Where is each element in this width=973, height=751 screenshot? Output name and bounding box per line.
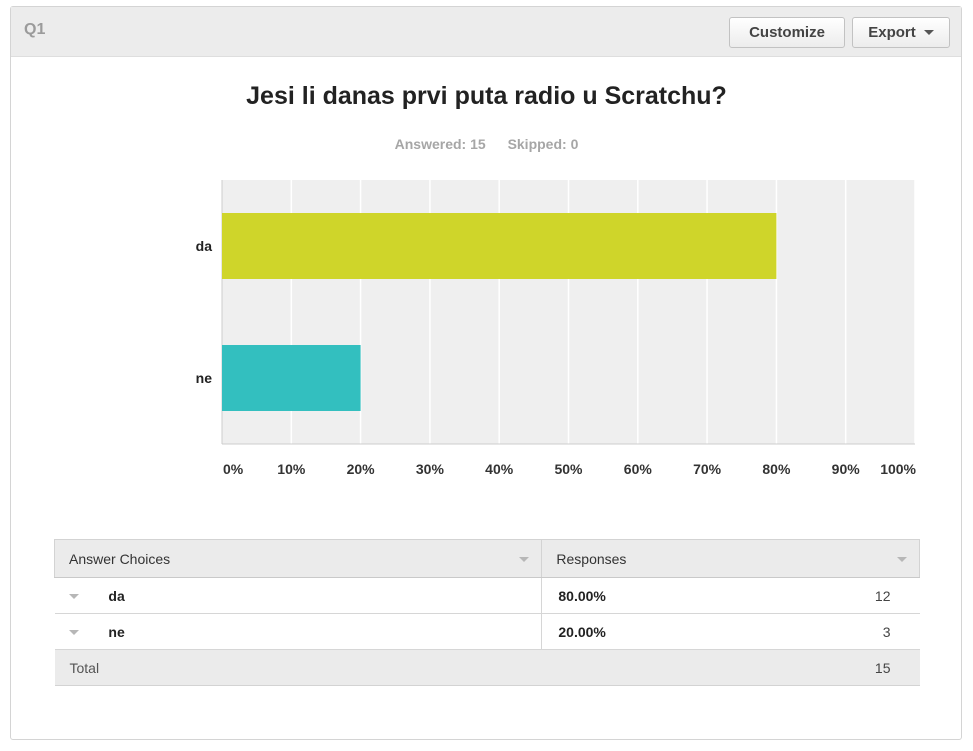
bar bbox=[222, 213, 777, 279]
response-cell: 20.00% 3 bbox=[541, 613, 920, 650]
customize-button[interactable]: Customize bbox=[729, 17, 845, 48]
x-tick-label: 100% bbox=[880, 461, 916, 477]
response-count: 12 bbox=[874, 587, 891, 604]
category-label: ne bbox=[196, 370, 213, 386]
x-tick-label: 0% bbox=[223, 461, 244, 477]
total-cell: Total 15 bbox=[54, 649, 920, 686]
expand-row-icon[interactable] bbox=[68, 630, 79, 636]
x-tick-label: 80% bbox=[762, 461, 791, 477]
sort-down-icon[interactable] bbox=[519, 557, 530, 562]
column-header-label: Responses bbox=[556, 550, 627, 567]
answer-choice-label: ne bbox=[108, 623, 125, 640]
bar bbox=[222, 345, 361, 411]
total-label: Total bbox=[69, 659, 100, 676]
table-row: da 80.00% 12 bbox=[54, 577, 920, 614]
x-tick-label: 70% bbox=[693, 461, 722, 477]
response-count: 3 bbox=[882, 623, 891, 640]
column-header-responses[interactable]: Responses bbox=[541, 539, 920, 578]
response-cell: 80.00% 12 bbox=[541, 577, 920, 614]
responses-table: Answer Choices Responses da 80.00% 12 bbox=[53, 539, 920, 686]
export-button[interactable]: Export bbox=[852, 17, 950, 48]
x-tick-label: 90% bbox=[832, 461, 861, 477]
x-tick-label: 20% bbox=[347, 461, 376, 477]
table-header-row: Answer Choices Responses bbox=[53, 539, 920, 578]
card-header: Q1 Customize Export bbox=[11, 7, 961, 57]
response-percent: 80.00% bbox=[558, 587, 606, 604]
x-tick-label: 50% bbox=[554, 461, 583, 477]
answered-count: Answered: 15 bbox=[394, 136, 486, 152]
chevron-down-icon bbox=[923, 30, 934, 35]
x-tick-label: 40% bbox=[485, 461, 514, 477]
question-number: Q1 bbox=[24, 21, 46, 38]
bar-chart: 0% 10% 20% 30% 40% 50% 60% 70% 80% 90% 100% da ne bbox=[196, 180, 917, 477]
answer-choice-cell: ne bbox=[54, 613, 543, 650]
export-label: Export bbox=[868, 24, 916, 41]
customize-label: Customize bbox=[749, 24, 825, 41]
sort-down-icon[interactable] bbox=[897, 557, 907, 562]
category-label: da bbox=[196, 238, 213, 254]
x-tick-label: 60% bbox=[624, 461, 653, 477]
total-row: Total 15 bbox=[54, 649, 920, 686]
skipped-count: Skipped: 0 bbox=[507, 136, 579, 152]
column-header-answer-choices[interactable]: Answer Choices bbox=[53, 539, 543, 578]
total-count: 15 bbox=[874, 659, 891, 676]
response-summary: Answered: 15 Skipped: 0 bbox=[0, 136, 973, 152]
response-percent: 20.00% bbox=[558, 623, 606, 640]
chart-title: Jesi li danas prvi puta radio u Scratchu… bbox=[246, 82, 727, 110]
x-tick-label: 30% bbox=[416, 461, 445, 477]
answer-choice-cell: da bbox=[54, 577, 543, 614]
column-header-label: Answer Choices bbox=[69, 550, 171, 567]
table-row: ne 20.00% 3 bbox=[54, 613, 920, 650]
expand-row-icon[interactable] bbox=[68, 594, 79, 600]
x-tick-label: 10% bbox=[277, 461, 306, 477]
answer-choice-label: da bbox=[108, 587, 125, 604]
